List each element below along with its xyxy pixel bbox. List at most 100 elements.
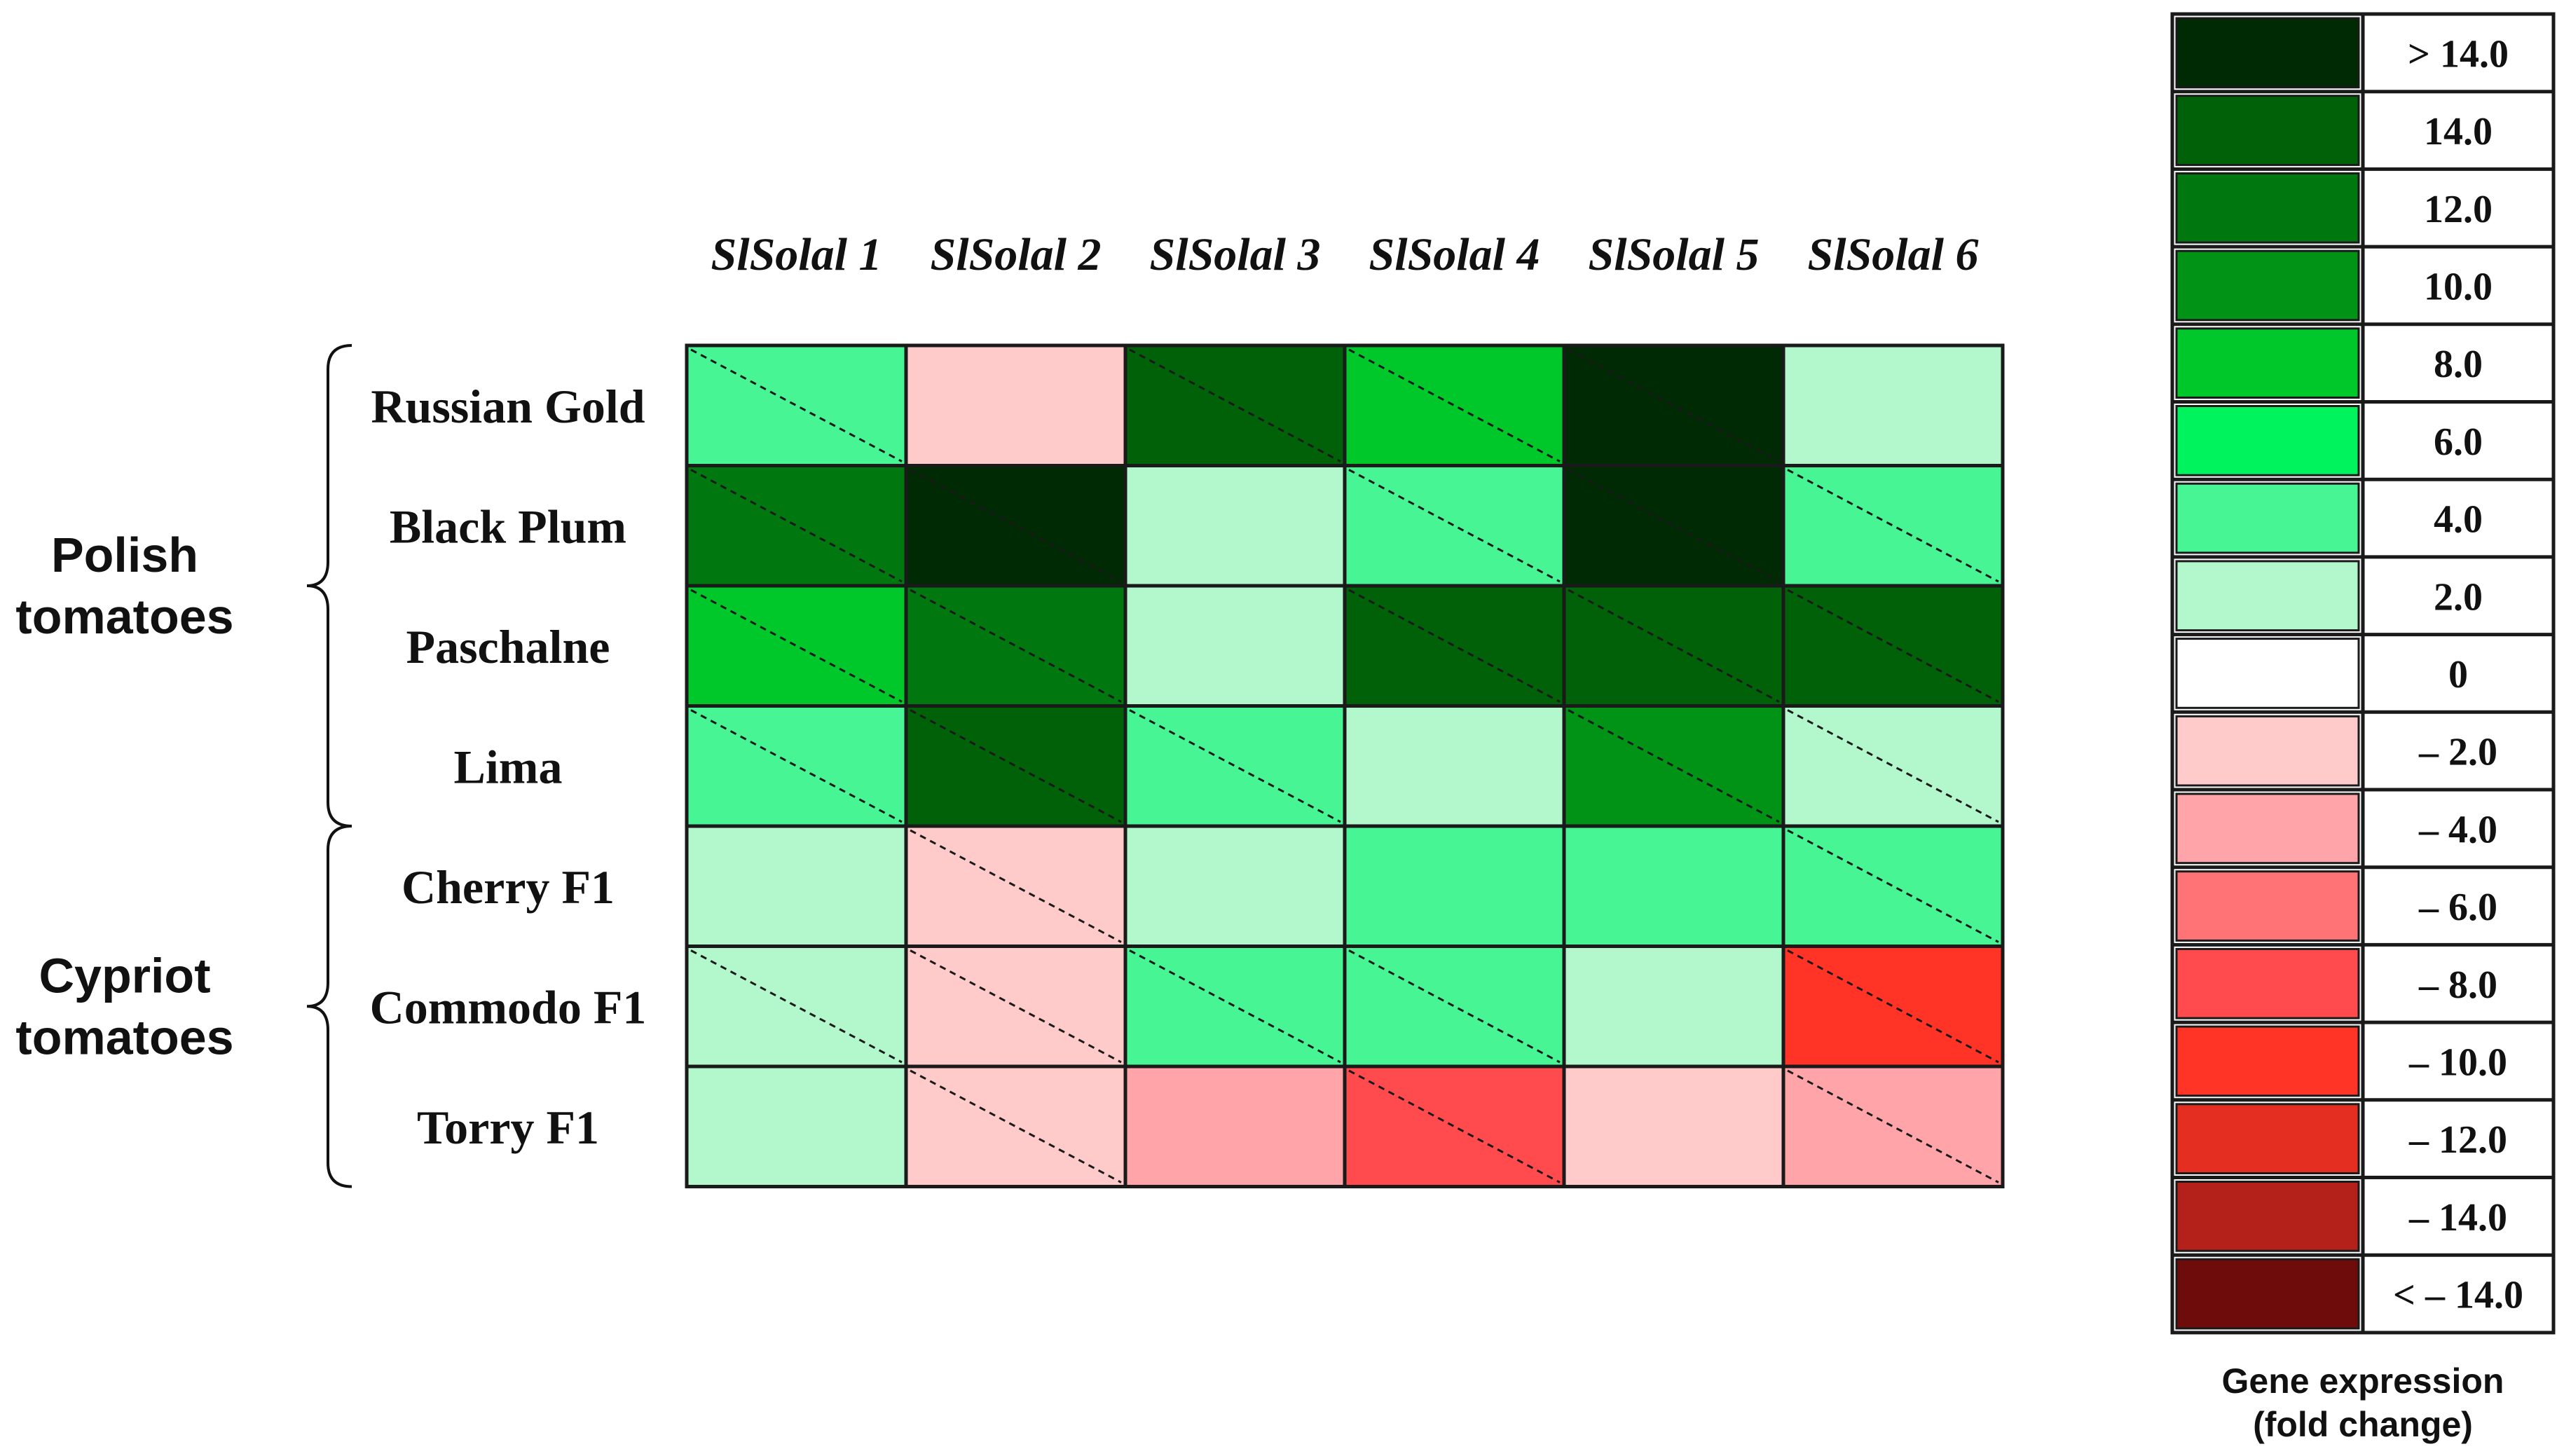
- heatmap-cell: [1343, 343, 1566, 467]
- legend-label: – 12.0: [2408, 1118, 2507, 1162]
- legend-swatch: [2175, 792, 2360, 865]
- heatmap-cell: [1562, 704, 1785, 828]
- heatmap-cell: [685, 1064, 908, 1188]
- group-label: Cypriot tomatoes: [15, 948, 233, 1064]
- legend-swatch: [2175, 405, 2360, 476]
- column-header: SlSolal 5: [1589, 229, 1760, 280]
- column-header: SlSolal 2: [931, 229, 1102, 280]
- heatmap-cell: [904, 945, 1127, 1069]
- cell-diagonal: [910, 469, 1122, 583]
- heatmap-cell: [1343, 1064, 1566, 1188]
- heatmap-cell: [685, 464, 908, 588]
- row-label: Paschalne: [406, 620, 610, 673]
- heatmap-cell: [1123, 343, 1347, 467]
- row-label: Cherry F1: [402, 860, 615, 914]
- heatmap-cell: [1781, 343, 2005, 467]
- heatmap-cell: [1123, 824, 1347, 948]
- legend-label: 4.0: [2434, 498, 2483, 542]
- legend-label: – 10.0: [2408, 1041, 2507, 1084]
- heatmap-cell: [685, 945, 908, 1069]
- heatmap-grid: [685, 343, 2005, 1188]
- cell-diagonal: [1129, 348, 1341, 462]
- heatmap-cell: [1781, 945, 2005, 1069]
- cell-diagonal: [1787, 589, 1999, 703]
- row-label: Torry F1: [417, 1101, 599, 1154]
- column-header: SlSolal 6: [1808, 229, 1979, 280]
- heatmap-cell: [685, 824, 908, 948]
- heatmap-cell: [1562, 584, 1785, 708]
- heatmap-cell: [1343, 584, 1566, 708]
- cell-diagonal: [1568, 469, 1780, 583]
- cell-diagonal: [1348, 348, 1561, 462]
- legend-label: – 6.0: [2418, 886, 2497, 929]
- legend-label: – 8.0: [2418, 963, 2497, 1007]
- cell-diagonal: [1129, 709, 1341, 823]
- heatmap-cell: [1781, 1064, 2005, 1188]
- cell-diagonal: [1787, 829, 1999, 943]
- row-label: Lima: [454, 740, 563, 793]
- heatmap-cell: [1562, 945, 1785, 1069]
- legend-label: 12.0: [2424, 188, 2493, 231]
- cell-diagonal: [1787, 949, 1999, 1064]
- cell-diagonal: [690, 589, 903, 703]
- legend-label: – 14.0: [2408, 1196, 2507, 1239]
- heatmap-cell: [685, 584, 908, 708]
- legend-label: 14.0: [2424, 110, 2493, 153]
- legend-swatch: [2175, 947, 2360, 1019]
- legend-swatch: [2175, 1258, 2360, 1330]
- legend-swatch: [2175, 715, 2360, 787]
- heatmap-cell: [1123, 584, 1347, 708]
- legend-swatch: [2175, 1181, 2360, 1252]
- cell-diagonal: [910, 709, 1122, 823]
- cell-diagonal: [1129, 949, 1341, 1064]
- heatmap-cell: [904, 584, 1127, 708]
- legend-label: 6.0: [2434, 420, 2483, 464]
- heatmap-cell: [685, 343, 908, 467]
- heatmap-cell: [904, 464, 1127, 588]
- color-legend: > 14.0 14.0 12.0 10.0 8.0 6.0 4.0 2.0 0 – 2.0 – 4.…: [2170, 12, 2556, 1444]
- heatmap-cell: [685, 704, 908, 828]
- heatmap-cell: [1781, 464, 2005, 588]
- cell-diagonal: [910, 949, 1122, 1064]
- legend-swatch: [2175, 172, 2360, 244]
- legend-label: 10.0: [2424, 265, 2493, 308]
- legend-swatch: [2175, 327, 2360, 399]
- legend-swatch: [2175, 95, 2360, 166]
- legend-swatch: [2175, 249, 2360, 322]
- legend-label: 2.0: [2434, 575, 2483, 619]
- heatmap-cell: [904, 824, 1127, 948]
- group-label: Polish tomatoes: [15, 528, 233, 644]
- cell-diagonal: [910, 589, 1122, 703]
- cell-diagonal: [910, 829, 1122, 943]
- legend-swatch: [2175, 17, 2360, 89]
- heatmap-cell: [1343, 464, 1566, 588]
- cell-diagonal: [1348, 1069, 1561, 1183]
- legend-label: – 4.0: [2418, 808, 2497, 851]
- cell-diagonal: [690, 709, 903, 823]
- group-brackets: Polish tomatoes Cypriot tomatoes: [15, 344, 352, 1188]
- cell-diagonal: [1787, 1069, 1999, 1183]
- cell-diagonal: [690, 348, 903, 462]
- column-header: SlSolal 3: [1150, 229, 1321, 280]
- heatmap-cell: [1343, 945, 1566, 1069]
- group-bracket: [306, 825, 352, 1188]
- column-headers: SlSolal 1 SlSolal 2 SlSolal 3 SlSolal 4 SlSo…: [711, 229, 1979, 280]
- legend-swatch: [2175, 870, 2360, 942]
- heatmap-cell: [1562, 824, 1785, 948]
- cell-diagonal: [1348, 469, 1561, 583]
- group-bracket: [306, 344, 352, 827]
- heatmap-cell: [1562, 343, 1785, 467]
- cell-diagonal: [690, 469, 903, 583]
- heatmap-cell: [904, 1064, 1127, 1188]
- cell-diagonal: [1348, 949, 1561, 1064]
- heatmap-cell: [1343, 824, 1566, 948]
- heatmap-cell: [1781, 824, 2005, 948]
- legend-swatch: [2175, 1103, 2360, 1175]
- cell-diagonal: [1348, 589, 1561, 703]
- legend-label: 0: [2448, 653, 2468, 696]
- row-label: Russian Gold: [371, 380, 645, 433]
- legend-swatch: [2175, 560, 2360, 632]
- row-label: Black Plum: [390, 500, 626, 553]
- heatmap-cell: [1123, 464, 1347, 588]
